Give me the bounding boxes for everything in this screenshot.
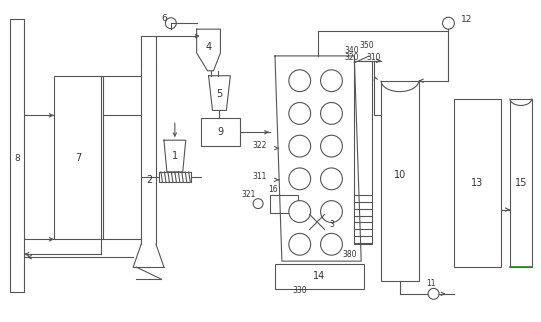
Text: 15: 15 — [514, 178, 527, 188]
Circle shape — [321, 168, 342, 190]
Circle shape — [321, 135, 342, 157]
Circle shape — [428, 289, 439, 299]
Text: 10: 10 — [394, 170, 406, 180]
Text: 13: 13 — [471, 178, 483, 188]
Polygon shape — [275, 56, 361, 261]
Bar — [275, 264, 364, 289]
Circle shape — [289, 201, 311, 223]
Text: 311: 311 — [253, 172, 267, 181]
Bar — [454, 99, 501, 267]
Bar — [54, 76, 103, 239]
Text: 1: 1 — [172, 151, 178, 161]
Text: 321: 321 — [241, 190, 255, 199]
Circle shape — [321, 70, 342, 91]
Circle shape — [321, 102, 342, 124]
Bar — [510, 99, 532, 267]
Text: 310: 310 — [366, 53, 381, 62]
Circle shape — [289, 135, 311, 157]
Circle shape — [321, 201, 342, 223]
Text: 2: 2 — [146, 175, 152, 185]
Text: 8: 8 — [14, 154, 20, 163]
Circle shape — [166, 18, 176, 29]
Circle shape — [289, 102, 311, 124]
Circle shape — [253, 199, 263, 209]
Text: 14: 14 — [313, 271, 326, 281]
Circle shape — [289, 70, 311, 91]
Text: 3: 3 — [329, 220, 334, 229]
Bar — [381, 81, 419, 281]
Text: 4: 4 — [206, 42, 212, 52]
Text: 340: 340 — [345, 46, 359, 55]
Polygon shape — [208, 76, 230, 110]
Circle shape — [321, 233, 342, 255]
Text: 7: 7 — [76, 153, 82, 163]
Text: 320: 320 — [345, 53, 359, 62]
Bar — [354, 61, 372, 244]
Bar — [201, 118, 240, 146]
Bar — [10, 19, 24, 292]
Circle shape — [443, 17, 454, 29]
Text: 9: 9 — [217, 127, 223, 137]
Circle shape — [289, 233, 311, 255]
Text: 11: 11 — [426, 279, 436, 289]
Text: 16: 16 — [268, 185, 278, 194]
Circle shape — [289, 168, 311, 190]
Text: 12: 12 — [461, 15, 473, 24]
Polygon shape — [196, 29, 220, 71]
Text: 380: 380 — [342, 250, 357, 259]
Text: 5: 5 — [216, 89, 222, 99]
Bar — [159, 172, 190, 182]
Text: 6: 6 — [161, 14, 167, 23]
Text: 330: 330 — [293, 286, 307, 295]
Bar — [270, 195, 298, 213]
Text: 322: 322 — [253, 141, 267, 150]
Polygon shape — [164, 140, 186, 172]
Text: 350: 350 — [359, 41, 374, 50]
